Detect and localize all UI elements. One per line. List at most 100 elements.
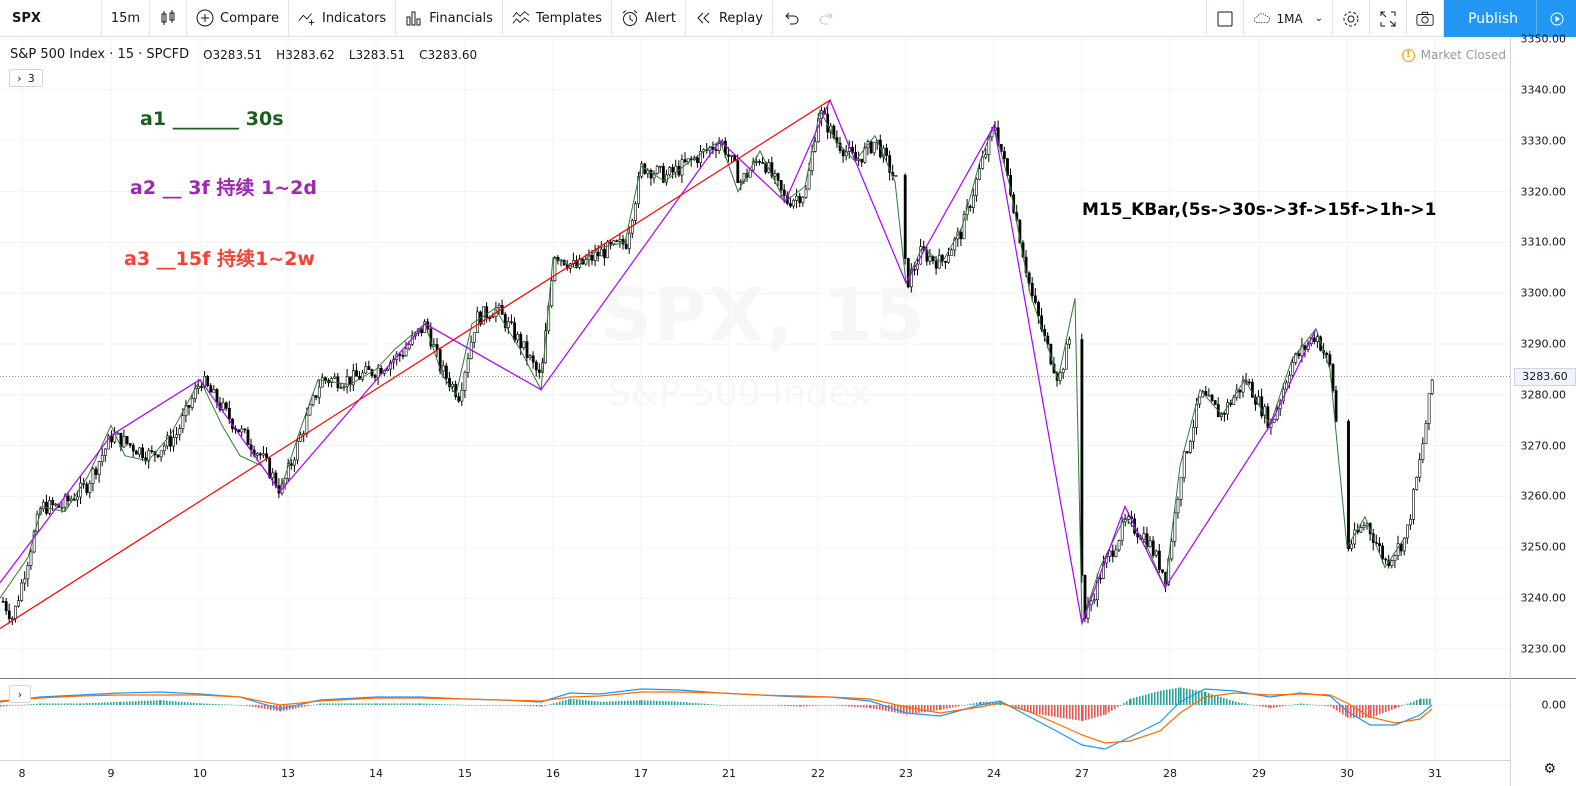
price-tick-label: 3320.00	[1520, 185, 1567, 199]
candle-body	[475, 311, 479, 333]
snapshot-button[interactable]	[1407, 0, 1445, 37]
candle-body	[367, 366, 371, 370]
macd-histogram-bar	[73, 703, 75, 705]
candle-body	[1030, 283, 1034, 297]
candle-body	[110, 435, 114, 443]
compare-button[interactable]: Compare	[187, 0, 289, 37]
financials-button[interactable]: Financials	[396, 0, 503, 37]
candle-body	[801, 196, 805, 204]
templates-button[interactable]: Templates	[503, 0, 613, 37]
candle-body	[1238, 389, 1242, 393]
legend-close: C3283.60	[419, 47, 478, 62]
scale-settings-gear-icon[interactable]: ⚙	[1543, 761, 1556, 777]
macd-histogram-bar	[1256, 705, 1258, 706]
macd-histogram-bar	[477, 705, 479, 706]
market-status[interactable]: ! Market Closed	[1401, 48, 1506, 62]
indicators-collapse-button[interactable]: › 3	[9, 69, 43, 87]
macd-histogram-bar	[388, 703, 390, 705]
annotation-a2[interactable]: a2 __ 3f 持续 1~2d	[130, 177, 317, 199]
pane-separator[interactable]	[0, 678, 1576, 679]
candle-body	[903, 175, 907, 259]
macd-histogram-bar	[615, 701, 617, 705]
chart-canvas[interactable]	[0, 37, 1576, 786]
time-tick-label: 10	[193, 767, 207, 780]
macd-histogram-bar	[382, 703, 384, 705]
candle-body	[271, 472, 275, 479]
macd-histogram-bar	[215, 704, 217, 705]
candle-body	[671, 167, 675, 173]
annotation-a1[interactable]: a1 _______ 30s	[140, 108, 284, 130]
indicators-button[interactable]: Indicators	[289, 0, 397, 37]
symbol-search-button[interactable]: SPX	[0, 0, 102, 37]
macd-histogram-bar	[432, 703, 434, 705]
macd-histogram-bar	[1105, 705, 1107, 715]
macd-histogram-bar	[533, 705, 535, 707]
candle-body	[916, 263, 920, 270]
macd-histogram-bar	[24, 704, 26, 706]
time-tick-label: 14	[369, 767, 383, 780]
macd-histogram-bar	[39, 703, 41, 705]
macd-histogram-bar	[1379, 705, 1381, 715]
macd-histogram-bar	[876, 705, 878, 710]
macd-histogram-bar	[1136, 697, 1138, 705]
candle-body	[1189, 440, 1192, 453]
candle-body	[1127, 516, 1130, 520]
fullscreen-button[interactable]	[1370, 0, 1408, 37]
macd-histogram-bar	[335, 703, 337, 705]
macd-histogram-bar	[1072, 705, 1074, 720]
candle-body	[404, 348, 408, 357]
macd-histogram-bar	[126, 701, 128, 705]
candle-body	[100, 454, 104, 462]
macd-histogram-bar	[1175, 688, 1177, 705]
macd-histogram-bar	[588, 700, 590, 705]
macd-pane-toggle[interactable]: ›	[9, 685, 31, 703]
annotation-m15[interactable]: M15_KBar,(5s->30s->3f->15f->1h->1	[1082, 200, 1437, 220]
undo-icon	[782, 9, 800, 27]
macd-histogram-bar	[1036, 705, 1038, 714]
candle-body	[593, 251, 597, 261]
select-layout-button[interactable]	[1205, 0, 1244, 37]
undo-button[interactable]	[773, 0, 809, 37]
macd-histogram-bar	[1192, 689, 1194, 705]
macd-histogram-bar	[860, 705, 862, 708]
price-scale[interactable]: 3350.00 3340.00 3330.00 3320.00 3310.00 3300.…	[1510, 33, 1576, 786]
macd-histogram-bar	[184, 702, 186, 705]
macd-histogram-bar	[559, 701, 561, 705]
macd-histogram-bar	[1368, 705, 1370, 718]
chart-type-button[interactable]	[150, 0, 187, 37]
macd-histogram-bar	[1033, 705, 1035, 714]
candle-body	[668, 167, 672, 176]
price-tick-label: 3260.00	[1520, 489, 1567, 503]
replay-button[interactable]: Replay	[686, 0, 773, 37]
candle-body	[1210, 394, 1214, 401]
candle-body	[116, 432, 120, 435]
macd-histogram-bar	[141, 700, 143, 705]
candle-body	[516, 334, 520, 341]
alert-button[interactable]: Alert	[612, 0, 686, 37]
candle-body	[1409, 519, 1412, 526]
macd-histogram-bar	[426, 703, 428, 705]
macd-histogram-bar	[1108, 705, 1110, 713]
macd-histogram-bar	[1241, 702, 1243, 705]
macd-histogram-bar	[323, 703, 325, 705]
settings-button[interactable]	[1333, 0, 1371, 37]
redo-button[interactable]	[809, 0, 845, 37]
macd-histogram-bar	[471, 705, 473, 706]
macd-histogram-bar	[415, 703, 417, 705]
macd-histogram-bar	[459, 704, 461, 706]
macd-histogram-bar	[747, 705, 749, 706]
chart-area[interactable]: SPX, 15 S&P 500 Index S&P 500 Index · 15…	[0, 33, 1576, 786]
layout-menu-button[interactable]: 1MA ⌄	[1244, 0, 1334, 37]
annotation-a3[interactable]: a3 __15f 持续1~2w	[124, 248, 315, 270]
macd-histogram-bar	[1130, 698, 1132, 705]
time-tick-label: 23	[899, 767, 913, 780]
macd-histogram-bar	[909, 705, 911, 715]
time-tick-label: 17	[634, 767, 648, 780]
publish-button[interactable]: Publish	[1444, 0, 1576, 37]
candle-body	[41, 501, 45, 510]
macd-histogram-bar	[1285, 705, 1287, 706]
interval-button[interactable]: 15m	[102, 0, 150, 37]
candle-body	[1151, 540, 1155, 556]
publish-menu-caret[interactable]	[1536, 0, 1576, 37]
macd-histogram-bar	[653, 700, 655, 705]
